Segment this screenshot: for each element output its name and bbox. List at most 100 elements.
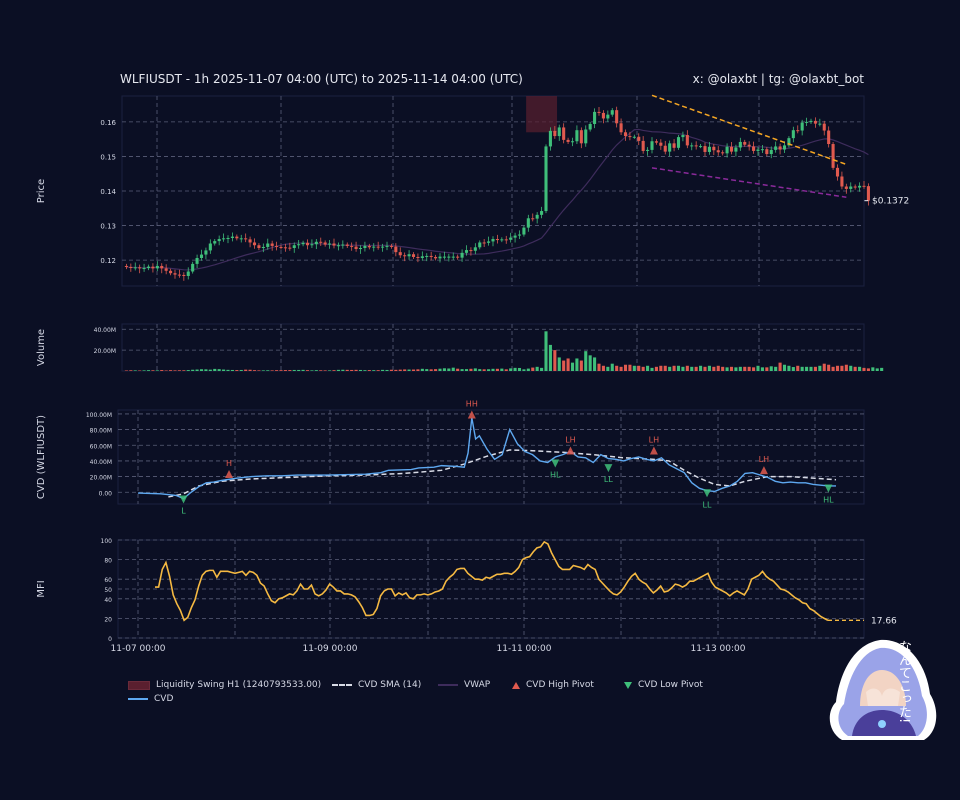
cvd-swatch — [128, 698, 148, 700]
volume-bar — [345, 369, 349, 371]
candle-body — [676, 137, 681, 148]
chart-credit: x: @olaxbt | tg: @olaxbt_bot — [692, 72, 864, 86]
candle-body — [672, 143, 676, 148]
volume-bar — [690, 366, 694, 371]
volume-bar — [875, 368, 879, 371]
candle-body — [129, 267, 133, 268]
candle-body — [124, 265, 128, 267]
volume-bar — [473, 368, 477, 371]
candle-body — [394, 246, 398, 253]
anime-sticker-image — [829, 639, 937, 740]
cvd-pivot-label: HH — [466, 399, 478, 408]
cvd-line — [137, 417, 836, 500]
candle-body — [716, 150, 720, 153]
volume-bar — [623, 364, 628, 371]
volume-bar — [835, 365, 840, 371]
candle-body — [615, 110, 619, 124]
volume-bar — [438, 368, 442, 371]
candle-body — [138, 267, 142, 269]
volume-bar — [358, 369, 363, 371]
candle-body — [628, 136, 632, 138]
volume-bar — [725, 367, 729, 371]
x-tick-label: 11-09 00:00 — [303, 644, 358, 654]
candle-body — [354, 246, 358, 250]
volume-bar — [164, 370, 168, 371]
volume-bar — [760, 367, 764, 371]
volume-bar — [796, 365, 800, 371]
candle-body — [407, 254, 411, 257]
volume-bar — [526, 368, 530, 371]
volume-bar — [540, 367, 544, 371]
volume-bar — [800, 366, 804, 371]
cvd-pivot-label: HL — [823, 496, 834, 505]
volume-bar — [411, 369, 416, 371]
volume-bar — [191, 369, 195, 371]
candle-body — [531, 218, 535, 220]
legend-label: CVD SMA (14) — [358, 680, 422, 690]
candle-body — [707, 146, 711, 152]
cvd-tick-label: 40.00M — [90, 459, 112, 466]
volume-bar — [805, 366, 809, 371]
candle-body — [495, 239, 499, 241]
volume-bar — [442, 368, 446, 371]
candle-body — [853, 186, 857, 188]
volume-bar — [522, 369, 526, 371]
volume-bar — [182, 370, 186, 371]
volume-bar — [535, 366, 539, 371]
candle-body — [261, 246, 265, 248]
candle-body — [813, 120, 817, 124]
candle-body — [743, 141, 747, 145]
mfi-axis-label: MFI — [36, 580, 47, 597]
candle-body — [641, 140, 645, 151]
volume-bar — [151, 370, 155, 371]
cvd-high-pivot-marker — [649, 446, 658, 455]
candle-body — [217, 239, 221, 242]
cvd-low-pivot-marker — [179, 495, 188, 504]
candle-body — [482, 242, 486, 244]
volume-bar — [301, 369, 305, 371]
volume-bar — [721, 366, 725, 371]
volume-bar — [416, 369, 420, 371]
volume-bar — [363, 370, 367, 371]
candle-body — [213, 241, 217, 244]
candle-body — [177, 274, 181, 276]
candle-body — [632, 136, 636, 138]
cvd-low-pivot-marker — [604, 464, 613, 473]
candle-body — [182, 274, 186, 276]
candle-body — [469, 250, 473, 252]
x-tick-label: 11-13 00:00 — [691, 644, 746, 654]
candle-body — [681, 135, 685, 138]
candle-body — [566, 139, 570, 142]
candle-body — [800, 122, 804, 131]
x-tick-label: 11-07 00:00 — [111, 644, 166, 654]
volume-bar — [451, 367, 455, 371]
volume-bar — [186, 370, 190, 371]
volume-bar — [641, 366, 645, 371]
candle-body — [358, 248, 363, 250]
candle-body — [491, 239, 495, 242]
volume-bar — [381, 369, 385, 371]
candle-body — [389, 245, 393, 247]
candle-body — [160, 265, 164, 269]
candle-body — [765, 149, 769, 155]
vwap-swatch — [438, 684, 458, 686]
candle-body — [712, 146, 716, 151]
volume-bar — [597, 363, 601, 371]
volume-bar — [283, 370, 287, 371]
legend-item-liquidity-swing: Liquidity Swing H1 (1240793533.00) — [128, 680, 321, 690]
volume-bar — [844, 364, 848, 371]
volume-bar — [747, 366, 751, 371]
candle-body — [835, 167, 840, 177]
candle-body — [831, 144, 835, 168]
volume-bar — [425, 369, 429, 371]
candle-body — [244, 238, 248, 240]
mfi-line — [155, 540, 829, 622]
candle-body — [385, 245, 389, 247]
liquidity-zone — [526, 96, 558, 133]
candle-body — [782, 145, 787, 150]
cvd-low-pivot-marker — [824, 484, 833, 493]
volume-bar — [213, 368, 217, 371]
candle-body — [398, 252, 402, 256]
volume-bar — [239, 369, 243, 371]
volume-bar — [650, 367, 654, 371]
